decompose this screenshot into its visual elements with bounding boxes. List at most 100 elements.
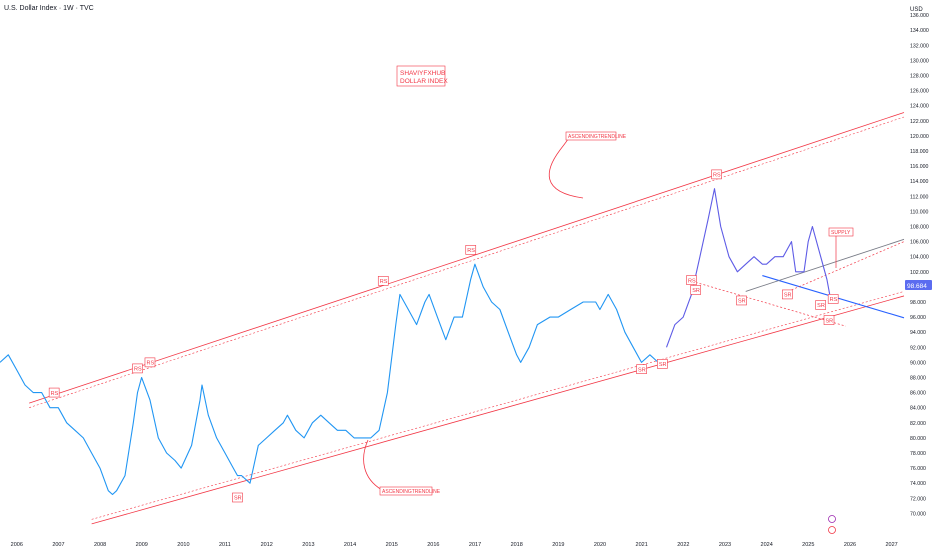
time-tick-label: 2020 xyxy=(594,542,606,548)
price-tick-label: 110.000 xyxy=(910,209,928,215)
price-tick-label: 88.000 xyxy=(910,375,926,381)
price-tick-label: 94.000 xyxy=(910,330,926,336)
price-tick-label: 112.000 xyxy=(910,194,928,200)
price-tick-label: 90.000 xyxy=(910,360,926,366)
label-box xyxy=(132,363,143,374)
supply-box xyxy=(828,227,854,237)
level-label: RS xyxy=(830,297,838,303)
time-tick-label: 2007 xyxy=(52,542,64,548)
annotation-layer: ASCENDINGTRENDLINE ASCENDINGTRENDLINE SH… xyxy=(363,65,854,534)
time-tick-label: 2013 xyxy=(302,542,314,548)
level-label: RS xyxy=(134,367,142,373)
price-tick-label: 136.000 xyxy=(910,13,929,19)
label-box xyxy=(232,492,243,503)
level-label: RS xyxy=(688,278,696,284)
price-tick-label: 72.000 xyxy=(910,496,926,502)
label-box xyxy=(657,359,668,369)
time-tick-label: 2026 xyxy=(844,542,856,548)
price-tick-label: 124.000 xyxy=(910,104,929,110)
upper-trendline-label-box xyxy=(565,131,617,141)
upper-trendline-label: ASCENDINGTRENDLINE xyxy=(568,134,627,140)
level-label: SR xyxy=(659,362,667,368)
label-box xyxy=(827,294,839,304)
time-tick-label: 2006 xyxy=(11,542,23,548)
time-tick-label: 2016 xyxy=(427,542,439,548)
price-axis-currency: USD xyxy=(910,7,923,13)
level-label: SR xyxy=(784,293,792,299)
price-tick-label: 76.000 xyxy=(910,466,926,472)
time-tick-label: 2009 xyxy=(136,542,148,548)
label-box xyxy=(377,276,389,286)
price-tick-label: 104.000 xyxy=(910,255,929,261)
time-tick-label: 2011 xyxy=(219,542,231,548)
lower-trendline-label-connector xyxy=(363,439,383,491)
level-label: RS xyxy=(146,361,154,367)
label-box xyxy=(736,295,747,306)
price-tick-label: 86.000 xyxy=(910,391,926,397)
price-tick-label: 96.000 xyxy=(910,315,926,321)
event-flag-icon[interactable] xyxy=(828,515,836,523)
title-line-1: SHAVIYFXHUB xyxy=(400,70,445,77)
supply-line xyxy=(791,241,905,291)
symbol-title: U.S. Dollar Index · 1W · TVC xyxy=(4,5,94,12)
time-tick-label: 2021 xyxy=(636,542,648,548)
price-axis[interactable]: USD 70.000 72.000 74.000 76.000 78.000 80.000… xyxy=(910,7,929,517)
price-series-line-early xyxy=(0,263,659,496)
upper-channel-line xyxy=(29,112,905,404)
level-label: RS xyxy=(51,391,59,397)
label-box xyxy=(711,169,722,180)
time-tick-label: 2024 xyxy=(761,542,773,548)
title-line-2: DOLLAR INDEX xyxy=(400,78,448,85)
dividend-flag-icon[interactable] xyxy=(828,526,836,534)
time-tick-label: 2022 xyxy=(677,542,689,548)
price-tick-label: 130.000 xyxy=(910,58,929,64)
price-tick-label: 84.000 xyxy=(910,406,926,412)
price-tick-label: 108.000 xyxy=(910,224,929,230)
title-box xyxy=(396,65,446,87)
price-tick-label: 114.000 xyxy=(910,179,928,185)
current-price-badge: 98.684 xyxy=(905,280,932,290)
price-lines xyxy=(0,188,836,496)
time-tick-label: 2010 xyxy=(177,542,189,548)
level-label: RS xyxy=(467,248,475,254)
current-price-value: 98.684 xyxy=(907,283,927,290)
upper-channel-dashed xyxy=(29,116,905,408)
price-tick-label: 126.000 xyxy=(910,89,929,95)
channel-lines xyxy=(29,112,905,525)
price-tick-label: 116.000 xyxy=(910,164,928,170)
supply-label: SUPPLY xyxy=(831,230,851,236)
label-box xyxy=(465,245,477,255)
time-tick-label: 2018 xyxy=(511,542,523,548)
lower-trendline-label: ASCENDINGTRENDLINE xyxy=(382,489,441,495)
label-box xyxy=(48,387,60,398)
price-tick-label: 70.000 xyxy=(910,511,926,517)
time-axis[interactable]: 2006 2007 2008 2009 2010 2011 2012 2013 2014 2015… xyxy=(11,542,898,548)
level-label: SR xyxy=(738,299,746,305)
level-label: SR xyxy=(826,318,834,324)
current-price-badge-bg xyxy=(905,280,932,290)
label-box xyxy=(782,289,793,300)
price-tick-label: 134.000 xyxy=(910,28,929,34)
time-tick-label: 2017 xyxy=(469,542,481,548)
time-tick-label: 2023 xyxy=(719,542,731,548)
label-box xyxy=(815,300,826,310)
time-tick-label: 2015 xyxy=(386,542,398,548)
time-tick-label: 2027 xyxy=(886,542,898,548)
price-tick-label: 78.000 xyxy=(910,451,926,457)
price-tick-label: 118.000 xyxy=(910,149,928,155)
label-box xyxy=(823,315,835,325)
level-label: SR xyxy=(638,367,646,373)
price-tick-label: 102.000 xyxy=(910,270,929,276)
price-tick-label: 132.000 xyxy=(910,43,929,49)
lower-channel-line xyxy=(91,295,905,525)
price-tick-label: 98.000 xyxy=(910,300,926,306)
level-label: RS xyxy=(380,279,388,285)
time-tick-label: 2012 xyxy=(261,542,273,548)
level-label: RS xyxy=(713,173,721,179)
lower-trendline-label-box xyxy=(379,486,433,496)
price-tick-label: 92.000 xyxy=(910,345,926,351)
level-label: SR xyxy=(817,303,825,309)
label-boxes: RS RS RS RS RS RS SR SR SR SR SR SR SR SR RS RS xyxy=(48,169,839,503)
price-tick-label: 128.000 xyxy=(910,73,929,79)
